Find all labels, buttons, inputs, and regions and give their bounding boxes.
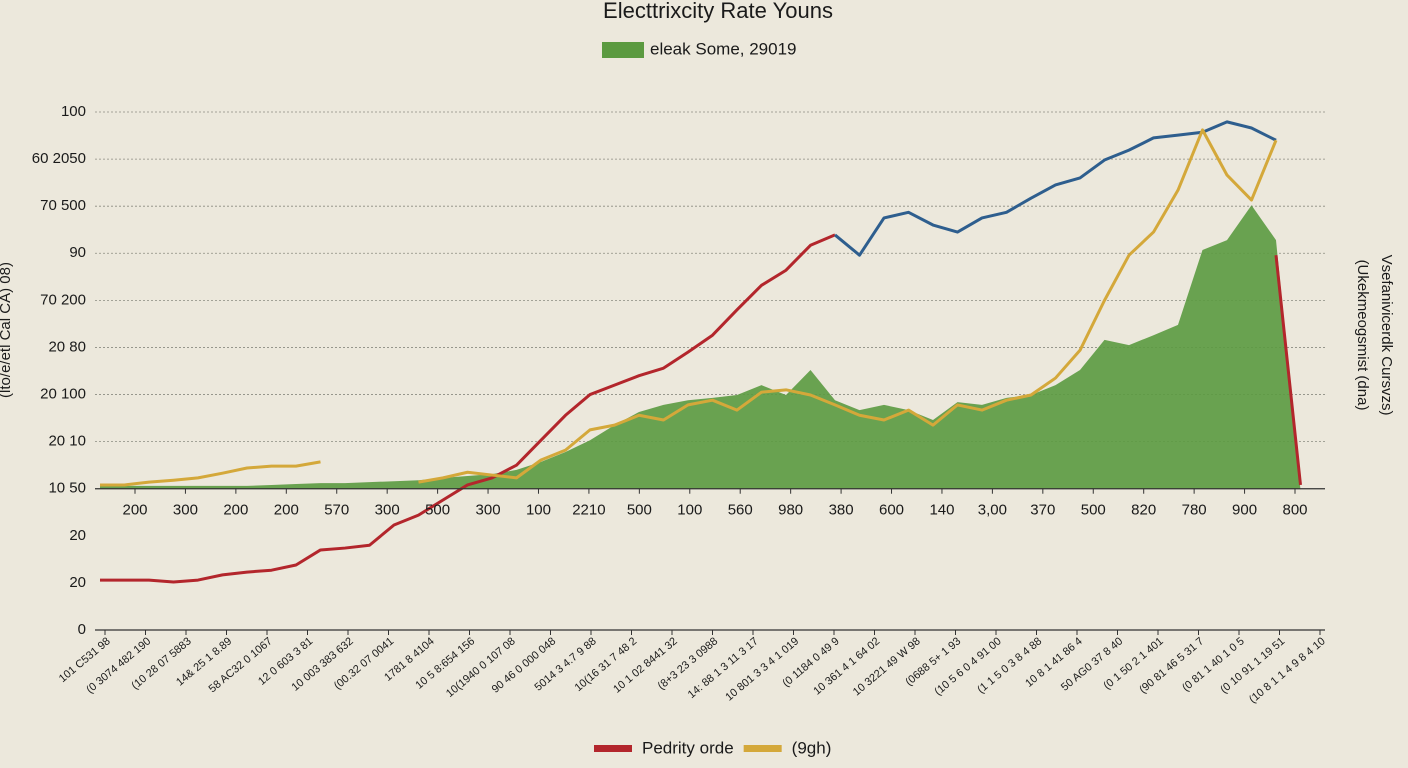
y2-axis-label: (Ukekmeogsmist (dna) — [1354, 260, 1371, 411]
line — [100, 128, 1278, 487]
x-tick-label: 100 — [526, 502, 551, 519]
x-tick-label: 200 — [274, 502, 299, 519]
x-tick-label: 100 — [677, 502, 702, 519]
x-tick-label: 10(1940 0 107 08 — [444, 635, 518, 700]
y-tick-label: 90 — [69, 244, 86, 261]
y-axis-label: (lto/e/etl Cal CA) 08) — [0, 262, 14, 398]
x-tick-label: 2210 — [572, 502, 605, 519]
x-tick-label: 500 — [627, 502, 652, 519]
x-tick-label: 600 — [879, 502, 904, 519]
x-tick-label: 800 — [1282, 502, 1307, 519]
x-tick-label: 570 — [324, 502, 349, 519]
y2-axis-label: Vsefanivicerdk Cursvzs) — [1378, 255, 1395, 416]
x-tick-label: 980 — [778, 502, 803, 519]
chart-title: Electtrixcity Rate Youns — [603, 0, 833, 23]
y-tick-label: 20 10 — [48, 433, 86, 450]
x-tick-label: 500 — [1081, 502, 1106, 519]
y-tick-label: 100 — [61, 103, 86, 120]
x-tick-label: 560 — [728, 502, 753, 519]
x-tick-label: 820 — [1131, 502, 1156, 519]
x-tick-label: 300 — [476, 502, 501, 519]
x-tick-label: 500 — [425, 502, 450, 519]
area — [100, 205, 1301, 491]
line — [100, 233, 1302, 584]
x-tick-label: 300 — [375, 502, 400, 519]
legend-label: Pedrity orde — [642, 738, 734, 757]
y-tick-label: 70 500 — [40, 197, 86, 214]
y-tick-label: 20 100 — [40, 386, 86, 403]
y-tick-label: 0 — [78, 621, 86, 638]
y-tick-label: 60 2050 — [32, 150, 86, 167]
x-tick-label: 14: 88 1 3 11 3 17 — [686, 635, 761, 701]
x-tick-label: 10 3221 49 W 98 — [851, 635, 923, 698]
y-tick-label: 10 50 — [48, 480, 86, 497]
x-tick-label: 3,00 — [978, 502, 1007, 519]
y-tick-label: 20 — [69, 574, 86, 591]
x-tick-label: (10 8 1 1 4 9 8 4 10 — [1247, 635, 1328, 706]
x-tick-label: 200 — [122, 502, 147, 519]
legend-swatch — [743, 745, 782, 752]
x-tick-label: 10 801 3 3 4 1 019 — [723, 635, 801, 703]
legend-swatch — [602, 42, 644, 58]
x-tick-label: 300 — [173, 502, 198, 519]
x-tick-label: 780 — [1182, 502, 1207, 519]
legend-label: (9gh) — [792, 738, 832, 757]
legend-swatch — [594, 745, 632, 752]
y-tick-label: 20 — [69, 527, 86, 544]
x-tick-label: 370 — [1030, 502, 1055, 519]
y-tick-label: 70 200 — [40, 291, 86, 308]
x-tick-label: 380 — [829, 502, 854, 519]
legend-label: eleak Some, 29019 — [650, 39, 797, 58]
x-tick-label: 200 — [223, 502, 248, 519]
x-tick-label: 900 — [1232, 502, 1257, 519]
y-tick-label: 20 80 — [48, 338, 86, 355]
x-tick-label: 140 — [929, 502, 954, 519]
